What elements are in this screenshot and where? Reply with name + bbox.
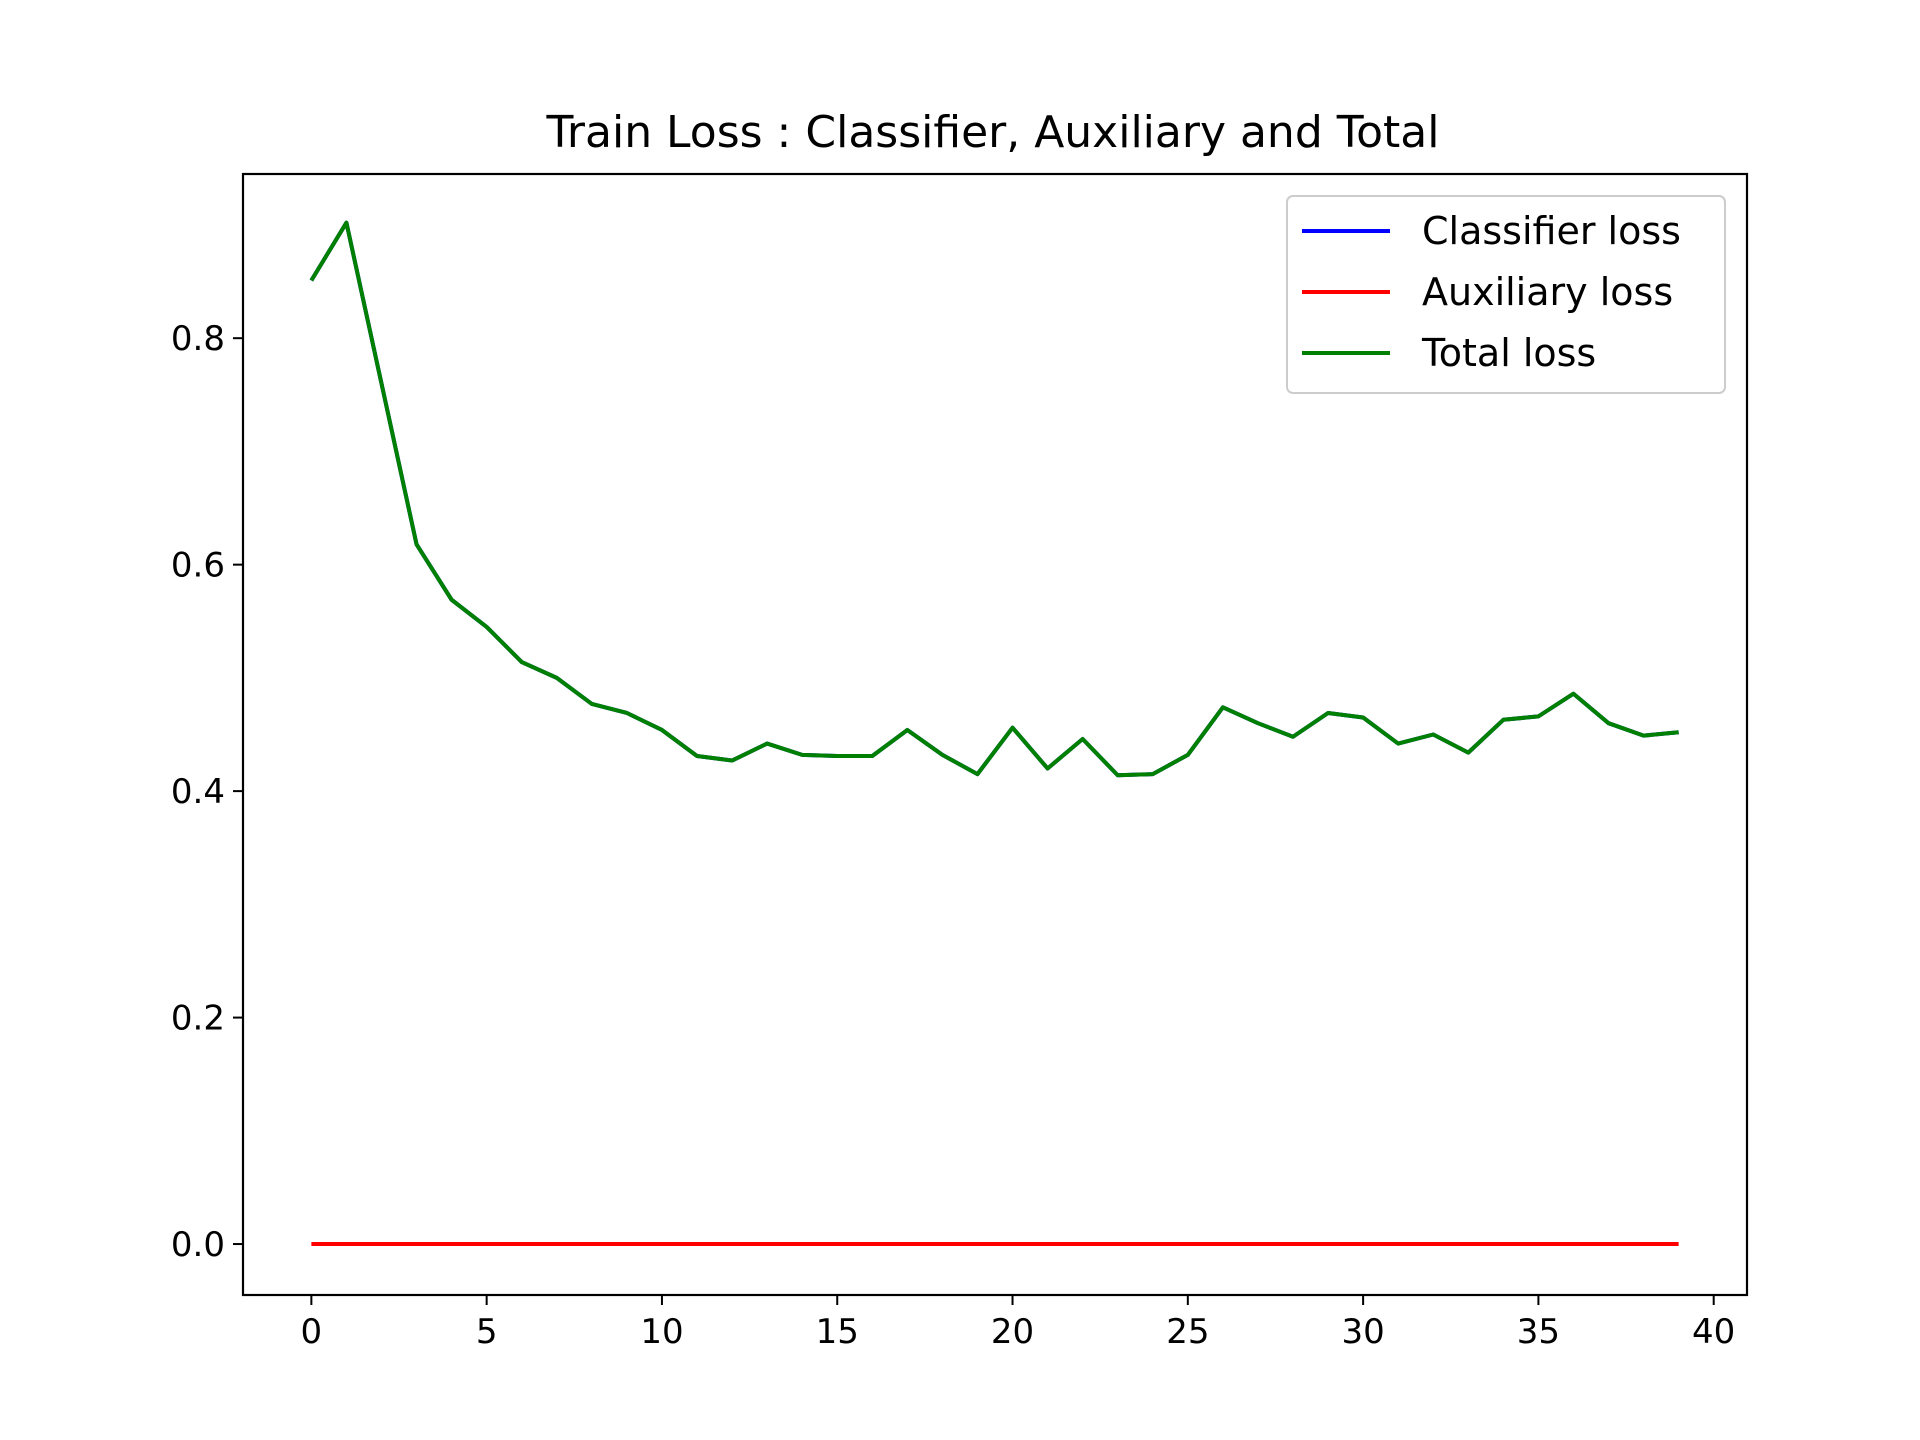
y-tick-label: 0.2: [171, 999, 225, 1039]
y-tick-label: 0.0: [171, 1225, 225, 1265]
legend-label-classifier-loss: Classifier loss: [1422, 209, 1681, 253]
x-tick-label: 40: [1692, 1312, 1735, 1352]
series-layer: [309, 220, 1679, 1247]
y-axis: 0.0 0.2 0.4 0.6 0.8: [171, 319, 243, 1265]
chart-title: Train Loss : Classifier, Auxiliary and T…: [546, 107, 1440, 158]
x-tick-label: 0: [301, 1312, 323, 1352]
x-tick-label: 20: [991, 1312, 1034, 1352]
x-tick-label: 15: [816, 1312, 859, 1352]
x-tick-label: 25: [1166, 1312, 1209, 1352]
plot-frame: [241, 172, 1749, 1297]
x-axis: 0 5 10 15 20 25 30 35 40: [301, 1295, 1735, 1352]
x-tick-label: 35: [1517, 1312, 1560, 1352]
legend: Classifier loss Auxiliary loss Total loss: [1286, 195, 1726, 394]
series-line-total-loss: [309, 220, 1679, 778]
legend-label-auxiliary-loss: Auxiliary loss: [1422, 270, 1673, 314]
y-tick-label: 0.6: [171, 546, 225, 586]
y-tick-label: 0.4: [171, 772, 225, 812]
legend-box: [1286, 195, 1726, 394]
legend-label-total-loss: Total loss: [1421, 331, 1596, 375]
x-tick-label: 30: [1341, 1312, 1384, 1352]
x-tick-label: 10: [640, 1312, 683, 1352]
x-tick-label: 5: [476, 1312, 498, 1352]
y-tick-label: 0.8: [171, 319, 225, 359]
